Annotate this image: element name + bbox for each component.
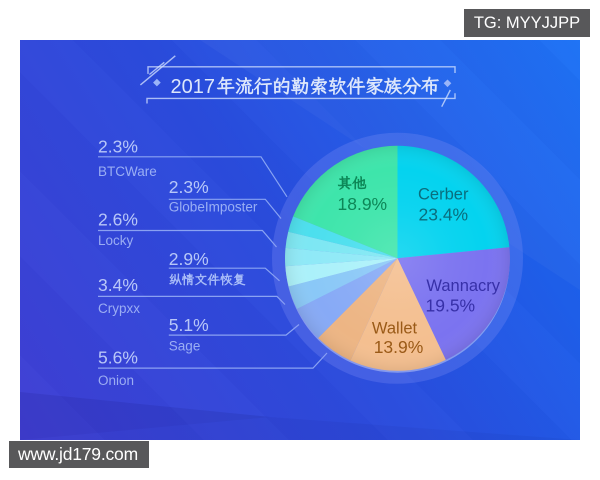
svg-text:18.9%: 18.9% [338, 194, 388, 214]
svg-text:Crypxx: Crypxx [98, 301, 140, 316]
svg-text:Wannacry: Wannacry [426, 277, 500, 295]
svg-text:13.9%: 13.9% [374, 337, 424, 357]
svg-text:Wallet: Wallet [372, 319, 418, 337]
svg-text:5.6%: 5.6% [98, 348, 138, 368]
svg-text:GlobeImposter: GlobeImposter [169, 200, 258, 215]
svg-text:2.3%: 2.3% [169, 177, 209, 197]
svg-text:Onion: Onion [98, 373, 134, 388]
svg-text:2017: 2017 [171, 76, 216, 98]
svg-text:BTCWare: BTCWare [98, 164, 157, 179]
svg-text:Sage: Sage [169, 339, 201, 354]
svg-text:2.3%: 2.3% [98, 136, 138, 156]
svg-text:Cerber: Cerber [418, 186, 469, 204]
svg-text:5.1%: 5.1% [169, 315, 209, 335]
svg-text:19.5%: 19.5% [426, 295, 476, 315]
svg-text:23.4%: 23.4% [419, 205, 469, 225]
svg-text:Locky: Locky [98, 233, 134, 248]
svg-text:2.6%: 2.6% [98, 209, 138, 229]
svg-text:2.9%: 2.9% [169, 249, 209, 269]
svg-text:3.4%: 3.4% [98, 275, 138, 295]
